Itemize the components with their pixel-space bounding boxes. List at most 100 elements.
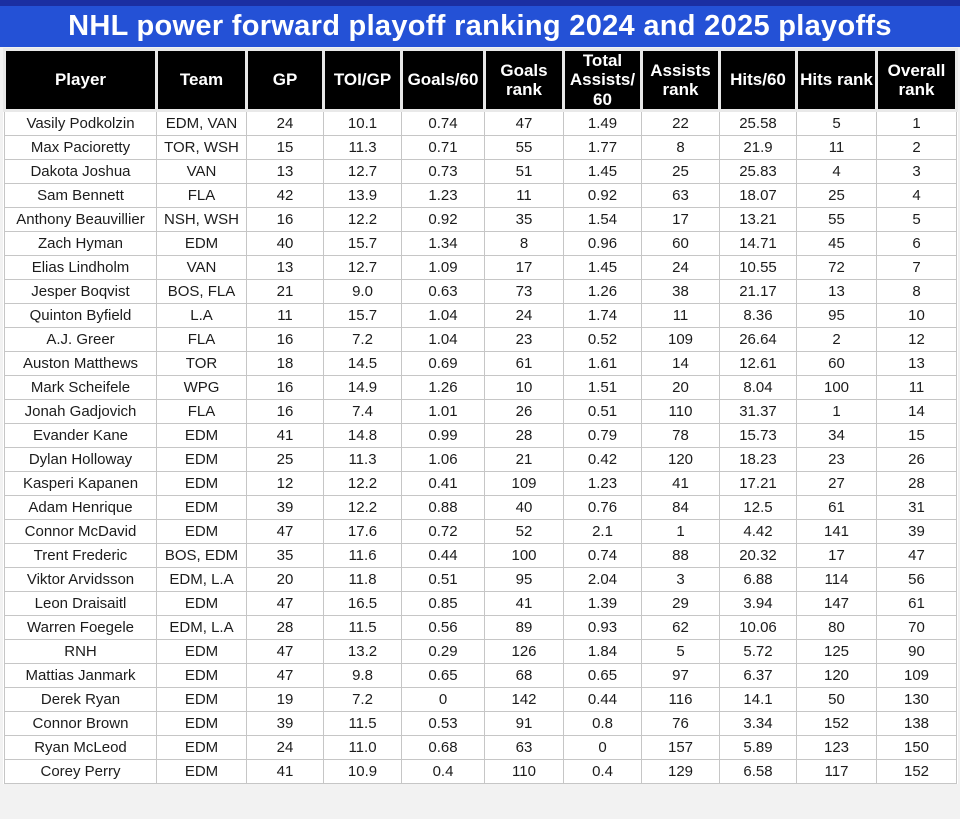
player-name-cell: Max Pacioretty (4, 135, 157, 160)
cell-gp: 41 (246, 759, 324, 784)
cell-hits-60: 5.72 (719, 639, 797, 664)
cell-gp: 28 (246, 615, 324, 640)
cell-toi-gp: 11.5 (323, 711, 402, 736)
table-row: Leon Draisaitl EDM 47 16.5 0.85 41 1.39 29 3.94 1… (4, 591, 957, 616)
cell-team: EDM, VAN (156, 110, 247, 136)
player-name-cell: Elias Lindholm (4, 255, 157, 280)
cell-assists-rank: 11 (641, 303, 720, 328)
cell-goals-rank: 91 (484, 711, 564, 736)
cell-goals-60: 0.4 (401, 759, 485, 784)
column-header-player: Player (3, 48, 158, 112)
cell-goals-60: 0.68 (401, 735, 485, 760)
cell-hits-60: 17.21 (719, 471, 797, 496)
cell-hits-60: 10.55 (719, 255, 797, 280)
player-name-cell: Vasily Podkolzin (4, 110, 157, 136)
cell-hits-60: 18.07 (719, 183, 797, 208)
cell-goals-60: 0.71 (401, 135, 485, 160)
table-row: Anthony Beauvillier NSH, WSH 16 12.2 0.92 35 1… (4, 207, 957, 232)
cell-assists-rank: 17 (641, 207, 720, 232)
cell-assists-rank: 88 (641, 543, 720, 568)
table-row: Mark Scheifele WPG 16 14.9 1.26 10 1.51 20 8.04 1… (4, 375, 957, 400)
cell-toi-gp: 7.2 (323, 327, 402, 352)
cell-gp: 47 (246, 519, 324, 544)
cell-overall-rank: 39 (876, 519, 957, 544)
cell-gp: 40 (246, 231, 324, 256)
table-row: Jesper Boqvist BOS, FLA 21 9.0 0.63 73 1.26 38 2… (4, 279, 957, 304)
cell-overall-rank: 12 (876, 327, 957, 352)
cell-goals-rank: 73 (484, 279, 564, 304)
cell-hits-rank: 147 (796, 591, 877, 616)
player-name-cell: Zach Hyman (4, 231, 157, 256)
cell-goals-60: 1.09 (401, 255, 485, 280)
cell-total-assists-60: 1.74 (563, 303, 642, 328)
player-name-cell: Dylan Holloway (4, 447, 157, 472)
cell-goals-rank: 11 (484, 183, 564, 208)
cell-goals-rank: 55 (484, 135, 564, 160)
cell-assists-rank: 25 (641, 159, 720, 184)
player-name-cell: Dakota Joshua (4, 159, 157, 184)
table-row: Warren Foegele EDM, L.A 28 11.5 0.56 89 0.93 62… (4, 615, 957, 640)
cell-toi-gp: 9.0 (323, 279, 402, 304)
cell-team: VAN (156, 159, 247, 184)
player-name-cell: Mattias Janmark (4, 663, 157, 688)
cell-gp: 25 (246, 447, 324, 472)
player-name-cell: Auston Matthews (4, 351, 157, 376)
cell-team: WPG (156, 375, 247, 400)
cell-total-assists-60: 0.76 (563, 495, 642, 520)
cell-goals-rank: 26 (484, 399, 564, 424)
cell-hits-60: 6.58 (719, 759, 797, 784)
cell-team: TOR (156, 351, 247, 376)
cell-hits-rank: 55 (796, 207, 877, 232)
table-row: Sam Bennett FLA 42 13.9 1.23 11 0.92 63 18.07 25 4 (4, 183, 957, 208)
cell-assists-rank: 120 (641, 447, 720, 472)
cell-hits-60: 10.06 (719, 615, 797, 640)
cell-hits-60: 26.64 (719, 327, 797, 352)
cell-gp: 20 (246, 567, 324, 592)
cell-total-assists-60: 0.44 (563, 687, 642, 712)
table-row: Connor Brown EDM 39 11.5 0.53 91 0.8 76 3.34 152 1… (4, 711, 957, 736)
table-row: Ryan McLeod EDM 24 11.0 0.68 63 0 157 5.89 123 150 (4, 735, 957, 760)
player-name-cell: Connor McDavid (4, 519, 157, 544)
cell-hits-rank: 13 (796, 279, 877, 304)
cell-goals-60: 0.85 (401, 591, 485, 616)
cell-goals-60: 0.74 (401, 110, 485, 136)
table-row: A.J. Greer FLA 16 7.2 1.04 23 0.52 109 26.64 2 12 (4, 327, 957, 352)
player-name-cell: Derek Ryan (4, 687, 157, 712)
cell-hits-60: 25.83 (719, 159, 797, 184)
cell-hits-rank: 100 (796, 375, 877, 400)
table-row: Jonah Gadjovich FLA 16 7.4 1.01 26 0.51 110 31.3… (4, 399, 957, 424)
cell-hits-rank: 114 (796, 567, 877, 592)
cell-toi-gp: 12.2 (323, 495, 402, 520)
cell-goals-rank: 23 (484, 327, 564, 352)
player-name-cell: Ryan McLeod (4, 735, 157, 760)
player-name-cell: Mark Scheifele (4, 375, 157, 400)
cell-overall-rank: 8 (876, 279, 957, 304)
table-row: Trent Frederic BOS, EDM 35 11.6 0.44 100 0.74 8… (4, 543, 957, 568)
player-name-cell: Jesper Boqvist (4, 279, 157, 304)
cell-team: VAN (156, 255, 247, 280)
cell-toi-gp: 12.2 (323, 207, 402, 232)
cell-assists-rank: 157 (641, 735, 720, 760)
cell-overall-rank: 11 (876, 375, 957, 400)
cell-goals-rank: 51 (484, 159, 564, 184)
cell-goals-rank: 126 (484, 639, 564, 664)
cell-team: L.A (156, 303, 247, 328)
cell-assists-rank: 3 (641, 567, 720, 592)
cell-hits-rank: 152 (796, 711, 877, 736)
cell-team: FLA (156, 183, 247, 208)
cell-hits-rank: 23 (796, 447, 877, 472)
cell-goals-rank: 40 (484, 495, 564, 520)
cell-hits-rank: 17 (796, 543, 877, 568)
cell-hits-rank: 45 (796, 231, 877, 256)
cell-overall-rank: 31 (876, 495, 957, 520)
column-header-team: Team (155, 48, 248, 112)
cell-hits-rank: 141 (796, 519, 877, 544)
cell-total-assists-60: 0.93 (563, 615, 642, 640)
cell-team: EDM (156, 735, 247, 760)
cell-toi-gp: 10.1 (323, 110, 402, 136)
cell-total-assists-60: 1.45 (563, 255, 642, 280)
cell-goals-rank: 35 (484, 207, 564, 232)
cell-gp: 47 (246, 591, 324, 616)
table-row: Mattias Janmark EDM 47 9.8 0.65 68 0.65 97 6.37 1… (4, 663, 957, 688)
table-row: Kasperi Kapanen EDM 12 12.2 0.41 109 1.23 41 17.… (4, 471, 957, 496)
